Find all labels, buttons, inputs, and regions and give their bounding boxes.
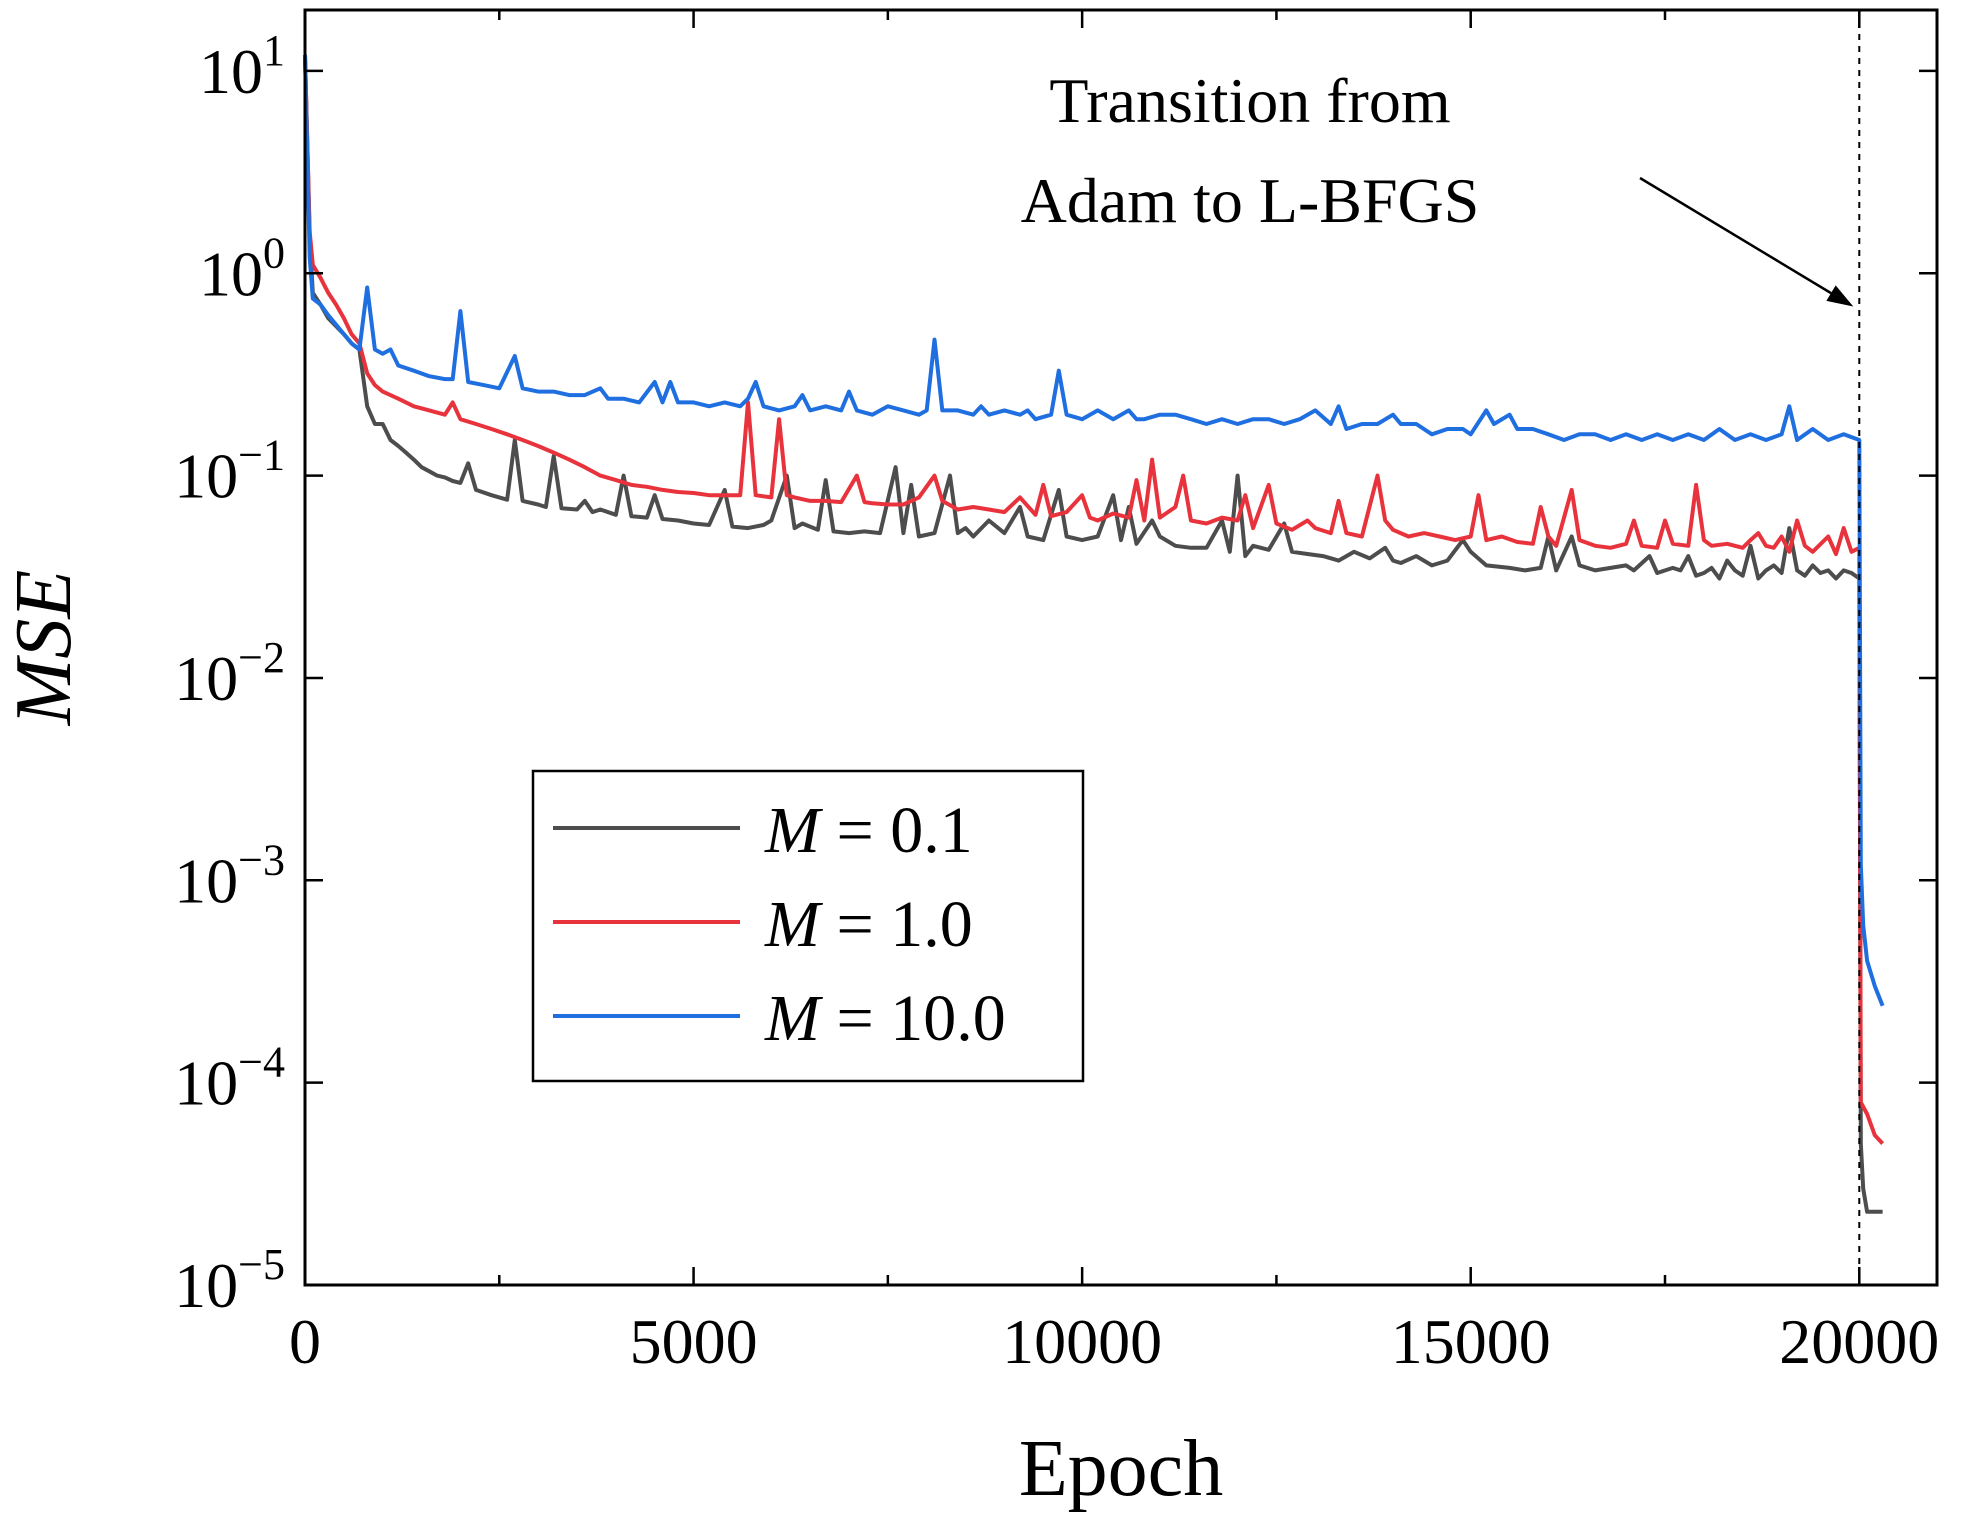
series-line-2: [303, 54, 1885, 1145]
plot-area-frame: [303, 8, 1939, 1287]
y-tick-exponent: −2: [238, 633, 285, 682]
y-tick-base: 10: [174, 845, 238, 916]
legend-label-3: M = 10.0: [764, 982, 1006, 1055]
series-line-3: [303, 54, 1885, 1007]
series-line-1: [303, 54, 1883, 1214]
legend-label-1: M = 0.1: [764, 794, 973, 867]
y-tick-base: 10: [174, 1250, 238, 1321]
y-tick-exponent: −1: [238, 431, 285, 480]
annotation-arrowhead: [1826, 285, 1854, 307]
y-tick-label: 10−1: [174, 431, 285, 512]
y-tick-exponent: 0: [263, 228, 285, 277]
series-lines: [303, 54, 1885, 1214]
legend-box: [531, 769, 1085, 1083]
x-axis-ticks: 0 5000 10000 15000 20000: [289, 10, 1939, 1377]
x-axis-title: Epoch: [1019, 1425, 1223, 1513]
y-tick-exponent: 1: [263, 26, 285, 75]
x-tick-label: 0: [289, 1306, 321, 1377]
legend-items: M = 0.1M = 1.0M = 10.0: [553, 794, 1006, 1055]
legend-symbol: M: [764, 888, 824, 961]
y-tick-label: 100: [199, 228, 285, 309]
legend-symbol: M: [764, 982, 824, 1055]
y-tick-base: 10: [174, 1048, 238, 1119]
y-tick-label: 10−2: [174, 633, 285, 714]
x-tick-label: 5000: [630, 1306, 758, 1377]
y-axis-title: MSE: [0, 570, 88, 727]
legend-value: = 1.0: [820, 888, 973, 961]
legend-value: = 10.0: [820, 982, 1006, 1055]
y-tick-label: 101: [199, 26, 285, 107]
legend-symbol: M: [764, 794, 824, 867]
y-tick-label: 10−3: [174, 835, 285, 916]
y-tick-base: 10: [174, 441, 238, 512]
y-tick-label: 10−4: [174, 1038, 285, 1119]
annotation-line-2: Adam to L-BFGS: [1021, 165, 1480, 236]
legend: M = 0.1M = 1.0M = 10.0: [531, 769, 1085, 1083]
x-tick-label: 10000: [1002, 1306, 1162, 1377]
y-tick-base: 10: [199, 238, 263, 309]
y-tick-exponent: −5: [238, 1240, 285, 1289]
y-tick-base: 10: [174, 643, 238, 714]
annotation-line-1: Transition from: [1049, 65, 1450, 136]
x-tick-label: 15000: [1391, 1306, 1551, 1377]
y-tick-base: 10: [199, 36, 263, 107]
y-tick-label: 10−5: [174, 1240, 285, 1321]
legend-label-2: M = 1.0: [764, 888, 973, 961]
legend-value: = 0.1: [820, 794, 973, 867]
annotation-arrow: [1639, 176, 1832, 295]
y-tick-exponent: −4: [238, 1038, 285, 1087]
x-tick-label: 20000: [1779, 1306, 1939, 1377]
transition-annotation: Transition from Adam to L-BFGS: [1021, 65, 1854, 307]
y-tick-exponent: −3: [238, 835, 285, 884]
